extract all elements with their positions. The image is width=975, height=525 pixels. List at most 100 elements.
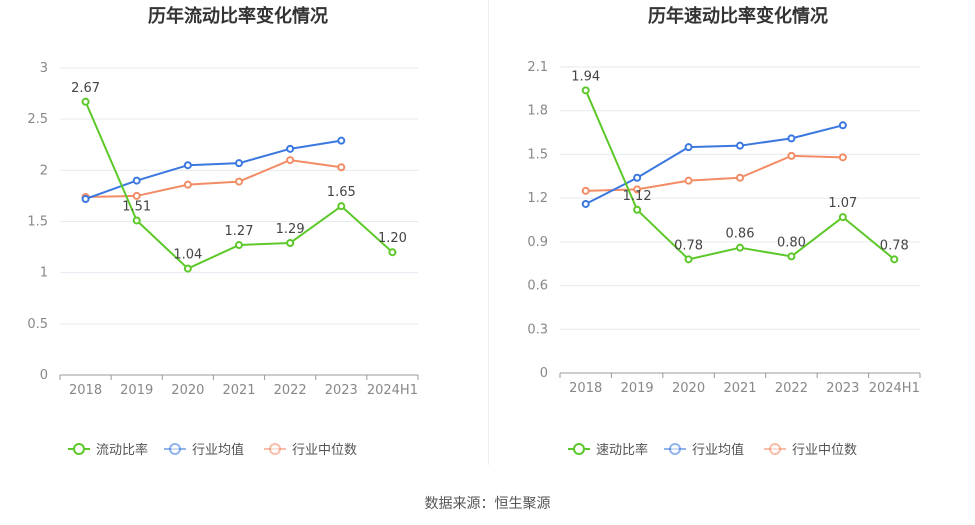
legend-item: 行业中位数	[264, 443, 357, 458]
data-point	[183, 180, 192, 189]
data-point	[736, 141, 744, 150]
legend-marker	[73, 443, 85, 455]
data-point	[132, 191, 141, 200]
legend-marker	[573, 443, 585, 455]
y-tick-label: 2	[40, 163, 48, 178]
y-tick-label: 0.9	[527, 235, 548, 250]
series-line	[585, 124, 844, 205]
data-label: 1.65	[327, 185, 356, 200]
panel-divider	[488, 0, 489, 465]
series-line	[85, 139, 342, 200]
data-point	[132, 216, 141, 225]
y-tick-label: 1.8	[527, 104, 548, 119]
data-point	[684, 255, 693, 264]
chart-svg: 历年速动比率变化情况 0 0.3 0.6 0.9 1.2 1.5 1.8 2.1 2018 2019…	[527, 5, 921, 458]
x-tick-label: 2024H1	[367, 383, 418, 398]
y-tick-label: 1.2	[527, 191, 548, 206]
y-tick-label: 2.5	[27, 112, 48, 127]
y-tick-label: 1.5	[27, 215, 48, 230]
legend-label: 速动比率	[596, 442, 648, 458]
data-point	[581, 86, 590, 95]
legend-label: 行业均值	[692, 442, 744, 458]
data-point	[286, 156, 295, 165]
data-point	[183, 161, 192, 170]
data-label: 0.78	[674, 238, 703, 253]
legend-marker	[269, 443, 281, 455]
data-label: 1.94	[571, 69, 600, 84]
data-label: 1.27	[225, 224, 254, 239]
x-tick-label: 2022	[274, 383, 307, 398]
data-label: 1.51	[122, 199, 151, 214]
series-line	[85, 159, 342, 198]
x-tick-label: 2021	[222, 383, 255, 398]
y-tick-label: 1.5	[527, 147, 548, 162]
y-tick-label: 2.1	[527, 60, 548, 75]
data-point	[337, 136, 346, 145]
data-label: 0.80	[777, 235, 806, 250]
data-point	[337, 163, 346, 172]
series-line	[585, 154, 843, 192]
data-point	[132, 176, 141, 185]
x-tick-label: 2018	[569, 381, 602, 396]
chart-title: 历年流动比率变化情况	[148, 5, 328, 27]
legend-item: 行业中位数	[764, 443, 857, 458]
chart-svg: 历年流动比率变化情况 0 0.5 1 1.5 2 2.5 3 2018 2019 2020 2021 2…	[27, 5, 419, 458]
data-label: 1.04	[173, 248, 202, 263]
legend-marker	[769, 443, 781, 455]
data-point	[388, 248, 397, 257]
legend-label: 行业中位数	[292, 443, 357, 458]
data-point	[684, 143, 693, 152]
data-point	[736, 173, 744, 182]
chart-title: 历年速动比率变化情况	[648, 5, 828, 27]
data-label: 0.86	[726, 227, 755, 242]
data-point	[183, 264, 192, 273]
legend-item: 速动比率	[568, 442, 648, 458]
data-point	[235, 159, 243, 168]
data-point	[736, 243, 744, 252]
data-point	[684, 176, 693, 185]
data-point	[890, 255, 899, 264]
data-point	[235, 241, 243, 250]
x-tick-label: 2021	[723, 381, 756, 396]
data-point	[286, 144, 295, 153]
data-label: 1.07	[828, 196, 857, 211]
data-point	[787, 134, 796, 143]
x-tick-label: 2020	[171, 383, 204, 398]
data-point	[838, 153, 847, 162]
y-tick-label: 0	[540, 366, 548, 381]
x-tick-label: 2019	[621, 381, 654, 396]
y-tick-label: 0.5	[27, 317, 48, 332]
y-tick-label: 0	[40, 368, 48, 383]
x-tick-label: 2022	[775, 381, 808, 396]
data-point	[787, 151, 796, 160]
data-point	[286, 238, 295, 247]
legend-label: 流动比率	[96, 442, 148, 458]
legend-item: 行业均值	[164, 442, 244, 458]
data-point	[581, 199, 590, 208]
x-tick-label: 2019	[120, 383, 153, 398]
quick-ratio-chart: 历年速动比率变化情况 0 0.3 0.6 0.9 1.2 1.5 1.8 2.1 2018 2019…	[488, 0, 975, 470]
legend-label: 行业中位数	[792, 443, 857, 458]
data-label: 1.29	[276, 222, 305, 237]
x-tick-label: 2023	[826, 381, 859, 396]
data-point	[581, 186, 590, 195]
y-tick-label: 1	[40, 266, 48, 281]
data-point	[838, 121, 847, 130]
source-note: 数据来源：恒生聚源	[424, 496, 551, 512]
data-point	[81, 194, 90, 203]
data-point	[787, 252, 796, 261]
data-point	[633, 205, 642, 214]
legend-label: 行业均值	[192, 442, 244, 458]
x-tick-label: 2018	[69, 383, 102, 398]
data-point	[633, 185, 642, 194]
data-point	[235, 177, 243, 186]
data-label: 1.20	[378, 231, 407, 246]
y-tick-label: 0.6	[527, 279, 548, 294]
data-label: 2.67	[71, 81, 100, 96]
data-point	[337, 202, 346, 211]
data-label: 1.12	[623, 189, 652, 204]
x-tick-label: 2023	[325, 383, 358, 398]
x-tick-label: 2020	[672, 381, 705, 396]
y-tick-label: 3	[40, 61, 48, 76]
current-ratio-chart: 历年流动比率变化情况 0 0.5 1 1.5 2 2.5 3 2018 2019 2020 2021 2…	[0, 0, 488, 470]
